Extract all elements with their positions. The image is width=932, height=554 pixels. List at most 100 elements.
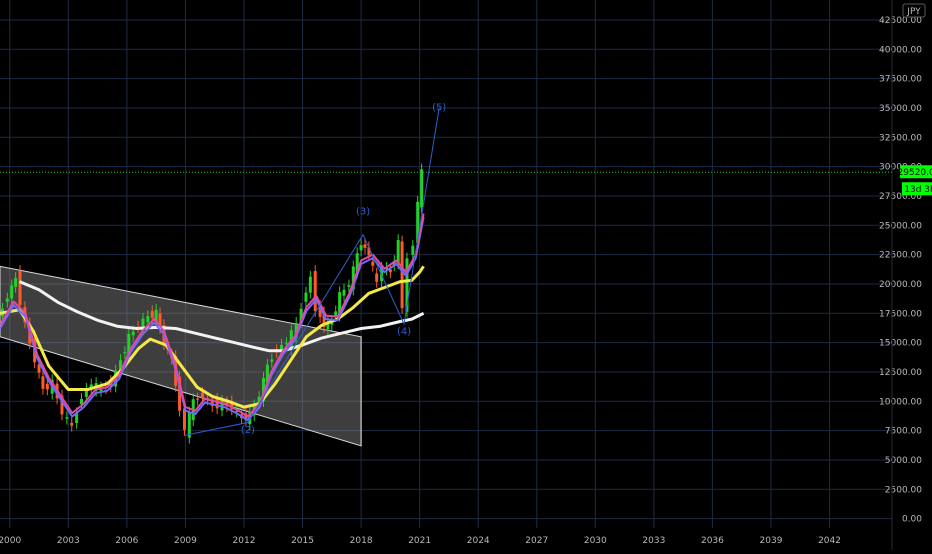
x-tick-label: 2030 <box>584 536 607 546</box>
candle[interactable] <box>230 401 234 410</box>
candle[interactable] <box>400 241 404 309</box>
candle[interactable] <box>405 258 409 312</box>
candle[interactable] <box>318 306 322 317</box>
candle[interactable] <box>37 364 41 373</box>
currency-tag[interactable] <box>902 3 926 18</box>
candle[interactable] <box>178 376 182 411</box>
candle[interactable] <box>420 169 424 208</box>
price-badge <box>900 165 932 179</box>
candle[interactable] <box>201 392 205 399</box>
candle[interactable] <box>5 298 9 302</box>
x-tick-label: 2033 <box>642 536 665 546</box>
candle[interactable] <box>308 276 312 293</box>
candle[interactable] <box>70 422 74 426</box>
candle[interactable] <box>299 308 303 323</box>
candle[interactable] <box>244 413 248 420</box>
wave-label: (2) <box>241 425 255 436</box>
candle[interactable] <box>60 395 64 415</box>
candle[interactable] <box>334 311 338 316</box>
candle[interactable] <box>326 321 330 330</box>
candle[interactable] <box>375 273 379 282</box>
candle[interactable] <box>131 331 135 336</box>
candle[interactable] <box>154 309 158 323</box>
moving-average-slow[interactable] <box>18 280 425 353</box>
candle[interactable] <box>150 311 154 318</box>
candle[interactable] <box>280 344 284 350</box>
candle[interactable] <box>89 384 93 389</box>
candle[interactable] <box>10 285 14 299</box>
candle[interactable] <box>65 417 69 419</box>
y-tick-label: 22500.00 <box>879 251 922 261</box>
candle[interactable] <box>313 271 317 311</box>
candle[interactable] <box>41 376 45 389</box>
candle[interactable] <box>371 261 375 266</box>
moving-average-fast-2[interactable] <box>0 216 425 422</box>
x-tick-label: 2021 <box>408 536 431 546</box>
candle[interactable] <box>196 398 200 400</box>
y-tick-label: 35000.00 <box>879 104 922 114</box>
y-tick-label: 37500.00 <box>879 75 922 85</box>
y-tick-label: 7500.00 <box>885 427 922 437</box>
candle[interactable] <box>388 269 392 273</box>
candle[interactable] <box>182 408 186 430</box>
x-tick-label: 2027 <box>525 536 548 546</box>
candle[interactable] <box>355 253 359 273</box>
elliott-wave-path[interactable] <box>185 107 440 436</box>
y-tick-label: 27500.00 <box>879 192 922 202</box>
x-tick-label: 2000 <box>0 536 21 546</box>
candle[interactable] <box>270 359 274 362</box>
candle[interactable] <box>367 247 371 256</box>
candle[interactable] <box>127 333 131 355</box>
candle[interactable] <box>84 388 88 397</box>
moving-average-fast[interactable] <box>0 213 425 418</box>
candle[interactable] <box>257 396 261 403</box>
candle[interactable] <box>45 383 49 390</box>
candle[interactable] <box>158 313 162 328</box>
y-tick-label: 20000.00 <box>879 280 922 290</box>
candle[interactable] <box>235 410 239 412</box>
candle[interactable] <box>338 292 342 316</box>
y-tick-label: 10000.00 <box>879 397 922 407</box>
candle[interactable] <box>416 201 420 243</box>
wave-label: (4) <box>397 326 411 337</box>
candle[interactable] <box>396 240 400 264</box>
price-badge-label: 29520.00 <box>898 168 932 178</box>
y-tick-label: 15000.00 <box>879 339 922 349</box>
countdown-label: 13d 3h <box>904 185 932 195</box>
wave-label: (5) <box>432 102 446 113</box>
candle[interactable] <box>392 261 396 266</box>
x-tick-label: 2018 <box>350 536 373 546</box>
candle[interactable] <box>262 377 266 402</box>
candle[interactable] <box>342 289 346 296</box>
candle[interactable] <box>119 360 123 372</box>
candle[interactable] <box>322 311 326 328</box>
candle[interactable] <box>304 292 308 302</box>
candle[interactable] <box>14 278 18 287</box>
y-tick-label: 12500.00 <box>879 368 922 378</box>
candle[interactable] <box>75 413 79 423</box>
candle[interactable] <box>265 364 269 384</box>
candle[interactable] <box>411 245 415 255</box>
candle[interactable] <box>359 244 363 251</box>
candle[interactable] <box>351 266 355 290</box>
x-tick-label: 2039 <box>760 536 783 546</box>
candle[interactable] <box>141 318 145 330</box>
candle[interactable] <box>123 352 127 354</box>
candle[interactable] <box>18 271 22 306</box>
candle[interactable] <box>363 244 367 249</box>
countdown-badge <box>902 182 932 196</box>
candle[interactable] <box>79 398 83 405</box>
x-tick-label: 2009 <box>174 536 197 546</box>
candle[interactable] <box>146 316 150 323</box>
moving-average-mid[interactable] <box>0 265 425 409</box>
y-tick-label: 32500.00 <box>879 133 922 143</box>
candle[interactable] <box>215 398 219 409</box>
candle[interactable] <box>284 343 288 345</box>
candle[interactable] <box>347 285 351 287</box>
candle[interactable] <box>187 412 191 438</box>
y-tick-label: 42500.00 <box>879 16 922 26</box>
x-tick-label: 2012 <box>233 536 256 546</box>
